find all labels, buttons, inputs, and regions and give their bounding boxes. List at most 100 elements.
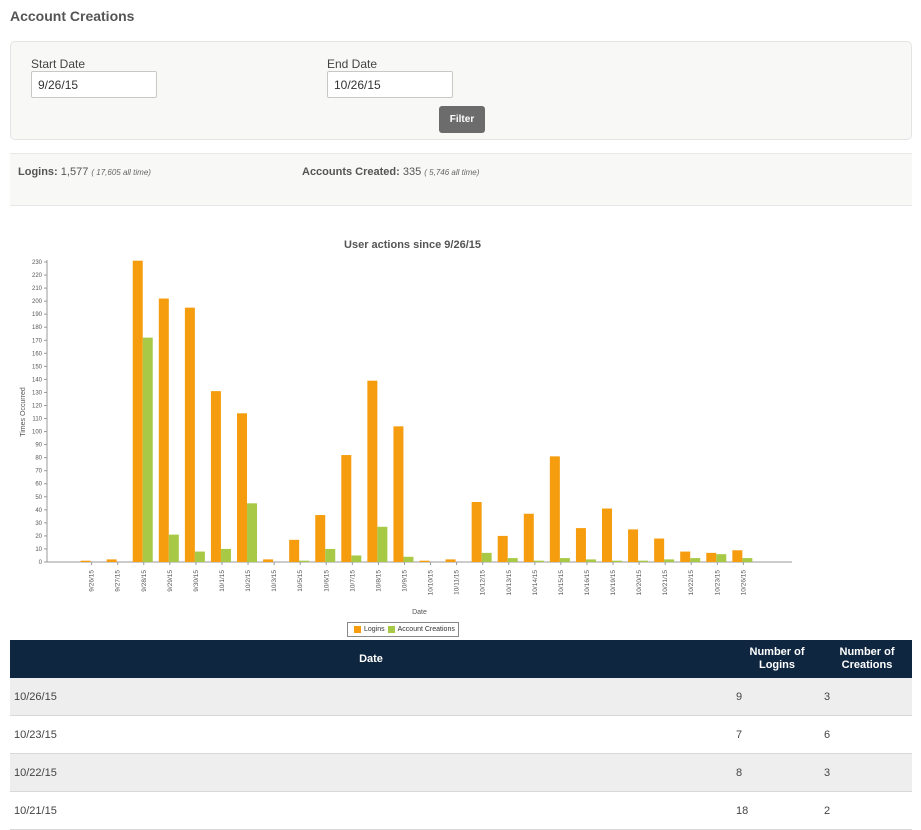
table-row: 10/23/15 7 6 bbox=[10, 715, 912, 754]
filter-panel: Start Date End Date Filter bbox=[10, 41, 912, 140]
logins-bar bbox=[393, 426, 404, 562]
creations-bar bbox=[507, 558, 518, 562]
creations-bar bbox=[742, 558, 753, 562]
y-tick-label: 50 bbox=[35, 495, 42, 501]
logins-bar bbox=[184, 307, 195, 562]
x-tick-label: 10/14/15 bbox=[532, 570, 539, 596]
x-tick-label: 10/3/15 bbox=[271, 570, 278, 592]
creations-cell: 6 bbox=[822, 715, 912, 754]
y-tick-label: 20 bbox=[35, 534, 42, 540]
creations-bar bbox=[481, 552, 492, 562]
table-row: 10/21/15 18 2 bbox=[10, 791, 912, 830]
x-tick-label: 10/11/15 bbox=[454, 570, 461, 595]
bar-chart: 0 10 20 30 40 50 60 70 80 90 100 110 120 130 140 150 160… bbox=[20, 260, 792, 616]
start-date-input[interactable] bbox=[31, 71, 157, 98]
chart-title: User actions since 9/26/15 bbox=[344, 239, 481, 251]
logins-bar bbox=[315, 515, 326, 562]
y-tick-label: 100 bbox=[32, 430, 43, 436]
logins-bar bbox=[523, 513, 534, 562]
accounts-value: 335 bbox=[402, 166, 422, 178]
end-date-input[interactable] bbox=[327, 71, 453, 98]
date-cell: 10/26/15 bbox=[10, 678, 732, 716]
accounts-stat: Accounts Created: 335 ( 5,746 all time) bbox=[302, 166, 479, 178]
stats-bar: Logins: 1,577 ( 17,605 all time) Account… bbox=[10, 153, 912, 206]
page-title: Account Creations bbox=[10, 8, 135, 24]
accounts-label: Accounts Created: bbox=[302, 166, 400, 178]
x-tick-label: 10/5/15 bbox=[297, 570, 304, 592]
logins-alltime: ( 17,605 all time) bbox=[91, 168, 151, 177]
x-tick-label: 10/6/15 bbox=[323, 570, 330, 592]
creations-bar bbox=[533, 560, 544, 562]
creations-bar bbox=[142, 337, 153, 562]
x-tick-label: 10/20/15 bbox=[636, 570, 643, 596]
logins-bar bbox=[497, 535, 508, 562]
logins-cell: 9 bbox=[732, 678, 822, 716]
y-tick-label: 90 bbox=[35, 443, 42, 449]
y-tick-label: 10 bbox=[35, 547, 42, 553]
creations-bar bbox=[377, 526, 388, 562]
creations-bar bbox=[351, 555, 362, 562]
y-tick-label: 70 bbox=[35, 469, 42, 475]
legend-creations-label: Account Creations bbox=[397, 626, 455, 633]
logins-bar bbox=[575, 528, 586, 562]
logins-cell: 8 bbox=[732, 753, 822, 792]
date-column-header[interactable]: Date bbox=[359, 652, 383, 665]
logins-bar bbox=[654, 538, 665, 562]
date-cell: 10/23/15 bbox=[10, 715, 732, 754]
y-tick-label: 80 bbox=[35, 456, 42, 462]
logins-bar bbox=[263, 559, 274, 562]
logins-bar bbox=[237, 413, 248, 562]
creations-bar bbox=[325, 548, 336, 562]
chart-container: 0 10 20 30 40 50 60 70 80 90 100 110 120 130 140 150 160… bbox=[0, 230, 921, 640]
x-tick-label: 9/28/15 bbox=[141, 570, 148, 592]
logins-column-header[interactable]: Number of Logins bbox=[749, 646, 805, 671]
creations-bar bbox=[403, 556, 414, 562]
y-tick-label: 180 bbox=[32, 325, 43, 331]
y-tick-label: 230 bbox=[32, 260, 43, 266]
logins-bar bbox=[341, 455, 352, 562]
y-tick-label: 200 bbox=[32, 299, 43, 305]
table-row: 10/22/15 8 3 bbox=[10, 753, 912, 792]
x-tick-label: 9/27/15 bbox=[115, 570, 122, 592]
y-tick-label: 150 bbox=[32, 364, 43, 370]
y-axis-label: Times Occurred bbox=[20, 387, 27, 437]
logins-bar bbox=[549, 456, 560, 562]
x-tick-label: 10/26/15 bbox=[740, 570, 747, 596]
creations-cell: 2 bbox=[822, 791, 912, 830]
creations-bar bbox=[247, 503, 258, 562]
legend-creations-swatch bbox=[387, 626, 395, 633]
x-tick-label: 10/19/15 bbox=[610, 570, 617, 596]
logins-label: Logins: bbox=[18, 166, 58, 178]
y-tick-label: 140 bbox=[32, 377, 43, 383]
legend-logins-label: Logins bbox=[364, 626, 385, 633]
creations-bar bbox=[690, 558, 701, 562]
x-tick-label: 10/1/15 bbox=[219, 570, 226, 592]
x-tick-label: 10/9/15 bbox=[401, 570, 408, 592]
x-tick-label: 9/30/15 bbox=[193, 570, 200, 592]
creations-bar bbox=[638, 560, 649, 562]
logins-bar bbox=[628, 529, 639, 562]
chart-legend[interactable]: Logins Account Creations bbox=[347, 622, 459, 637]
creations-bar bbox=[220, 548, 231, 562]
creations-bar bbox=[194, 551, 205, 562]
logins-bar bbox=[680, 551, 691, 562]
creations-bar bbox=[716, 554, 727, 562]
logins-bar bbox=[132, 260, 143, 562]
y-tick-label: 220 bbox=[32, 273, 43, 279]
filter-button[interactable]: Filter bbox=[439, 106, 485, 133]
y-tick-label: 170 bbox=[32, 338, 43, 344]
logins-value: 1,577 bbox=[60, 166, 89, 178]
logins-bar bbox=[158, 298, 169, 562]
x-tick-label: 10/7/15 bbox=[349, 570, 356, 592]
creations-bar bbox=[585, 559, 596, 562]
logins-stat: Logins: 1,577 ( 17,605 all time) bbox=[18, 166, 151, 178]
logins-bar bbox=[210, 391, 221, 562]
x-tick-label: 10/16/15 bbox=[584, 570, 591, 596]
logins-bar bbox=[289, 539, 300, 562]
x-tick-label: 10/21/15 bbox=[662, 570, 669, 596]
creations-column-header[interactable]: Number of Creations bbox=[839, 646, 895, 671]
y-tick-label: 120 bbox=[32, 403, 43, 409]
y-tick-label: 0 bbox=[39, 560, 43, 566]
end-date-label: End Date bbox=[327, 57, 378, 71]
y-tick-label: 30 bbox=[35, 521, 42, 527]
